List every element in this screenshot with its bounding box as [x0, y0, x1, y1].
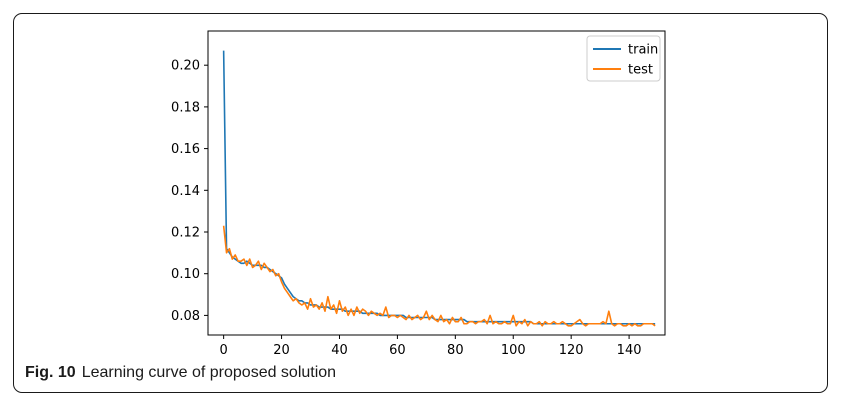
- series-line-test: [222, 225, 656, 327]
- legend: train test: [586, 35, 661, 82]
- series-line-train: [222, 50, 656, 325]
- axes-layer: 0 20 40 60 80 100 120 140 0.08 0.10 0.12 0.14 0.16 0.…: [171, 30, 666, 358]
- x-tick-label: 0: [219, 343, 227, 358]
- legend-label-test: test: [628, 63, 653, 78]
- y-tick-label: 0.08: [171, 309, 200, 324]
- axes-frame: [207, 30, 666, 336]
- x-tick-label: 20: [273, 343, 290, 358]
- y-tick-label: 0.10: [171, 267, 200, 282]
- y-tick-label: 0.18: [171, 100, 200, 115]
- y-tick-label: 0.16: [171, 142, 200, 157]
- y-tick-label: 0.14: [171, 184, 200, 199]
- x-tick-label: 40: [331, 343, 348, 358]
- x-tick-label: 100: [501, 343, 526, 358]
- y-tick-label: 0.20: [171, 59, 200, 74]
- x-tick-label: 80: [447, 343, 464, 358]
- caption-text: Learning curve of proposed solution: [81, 364, 337, 381]
- caption-label: Fig. 10: [25, 364, 76, 381]
- y-tick-label: 0.12: [171, 225, 200, 240]
- legend-label-train: train: [628, 43, 658, 58]
- x-tick-label: 140: [617, 343, 642, 358]
- x-tick-label: 120: [559, 343, 584, 358]
- x-tick-label: 60: [389, 343, 406, 358]
- figure-caption: Fig. 10 Learning curve of proposed soluti…: [25, 364, 336, 382]
- series-layer: [222, 50, 656, 327]
- figure-frame: [13, 13, 828, 393]
